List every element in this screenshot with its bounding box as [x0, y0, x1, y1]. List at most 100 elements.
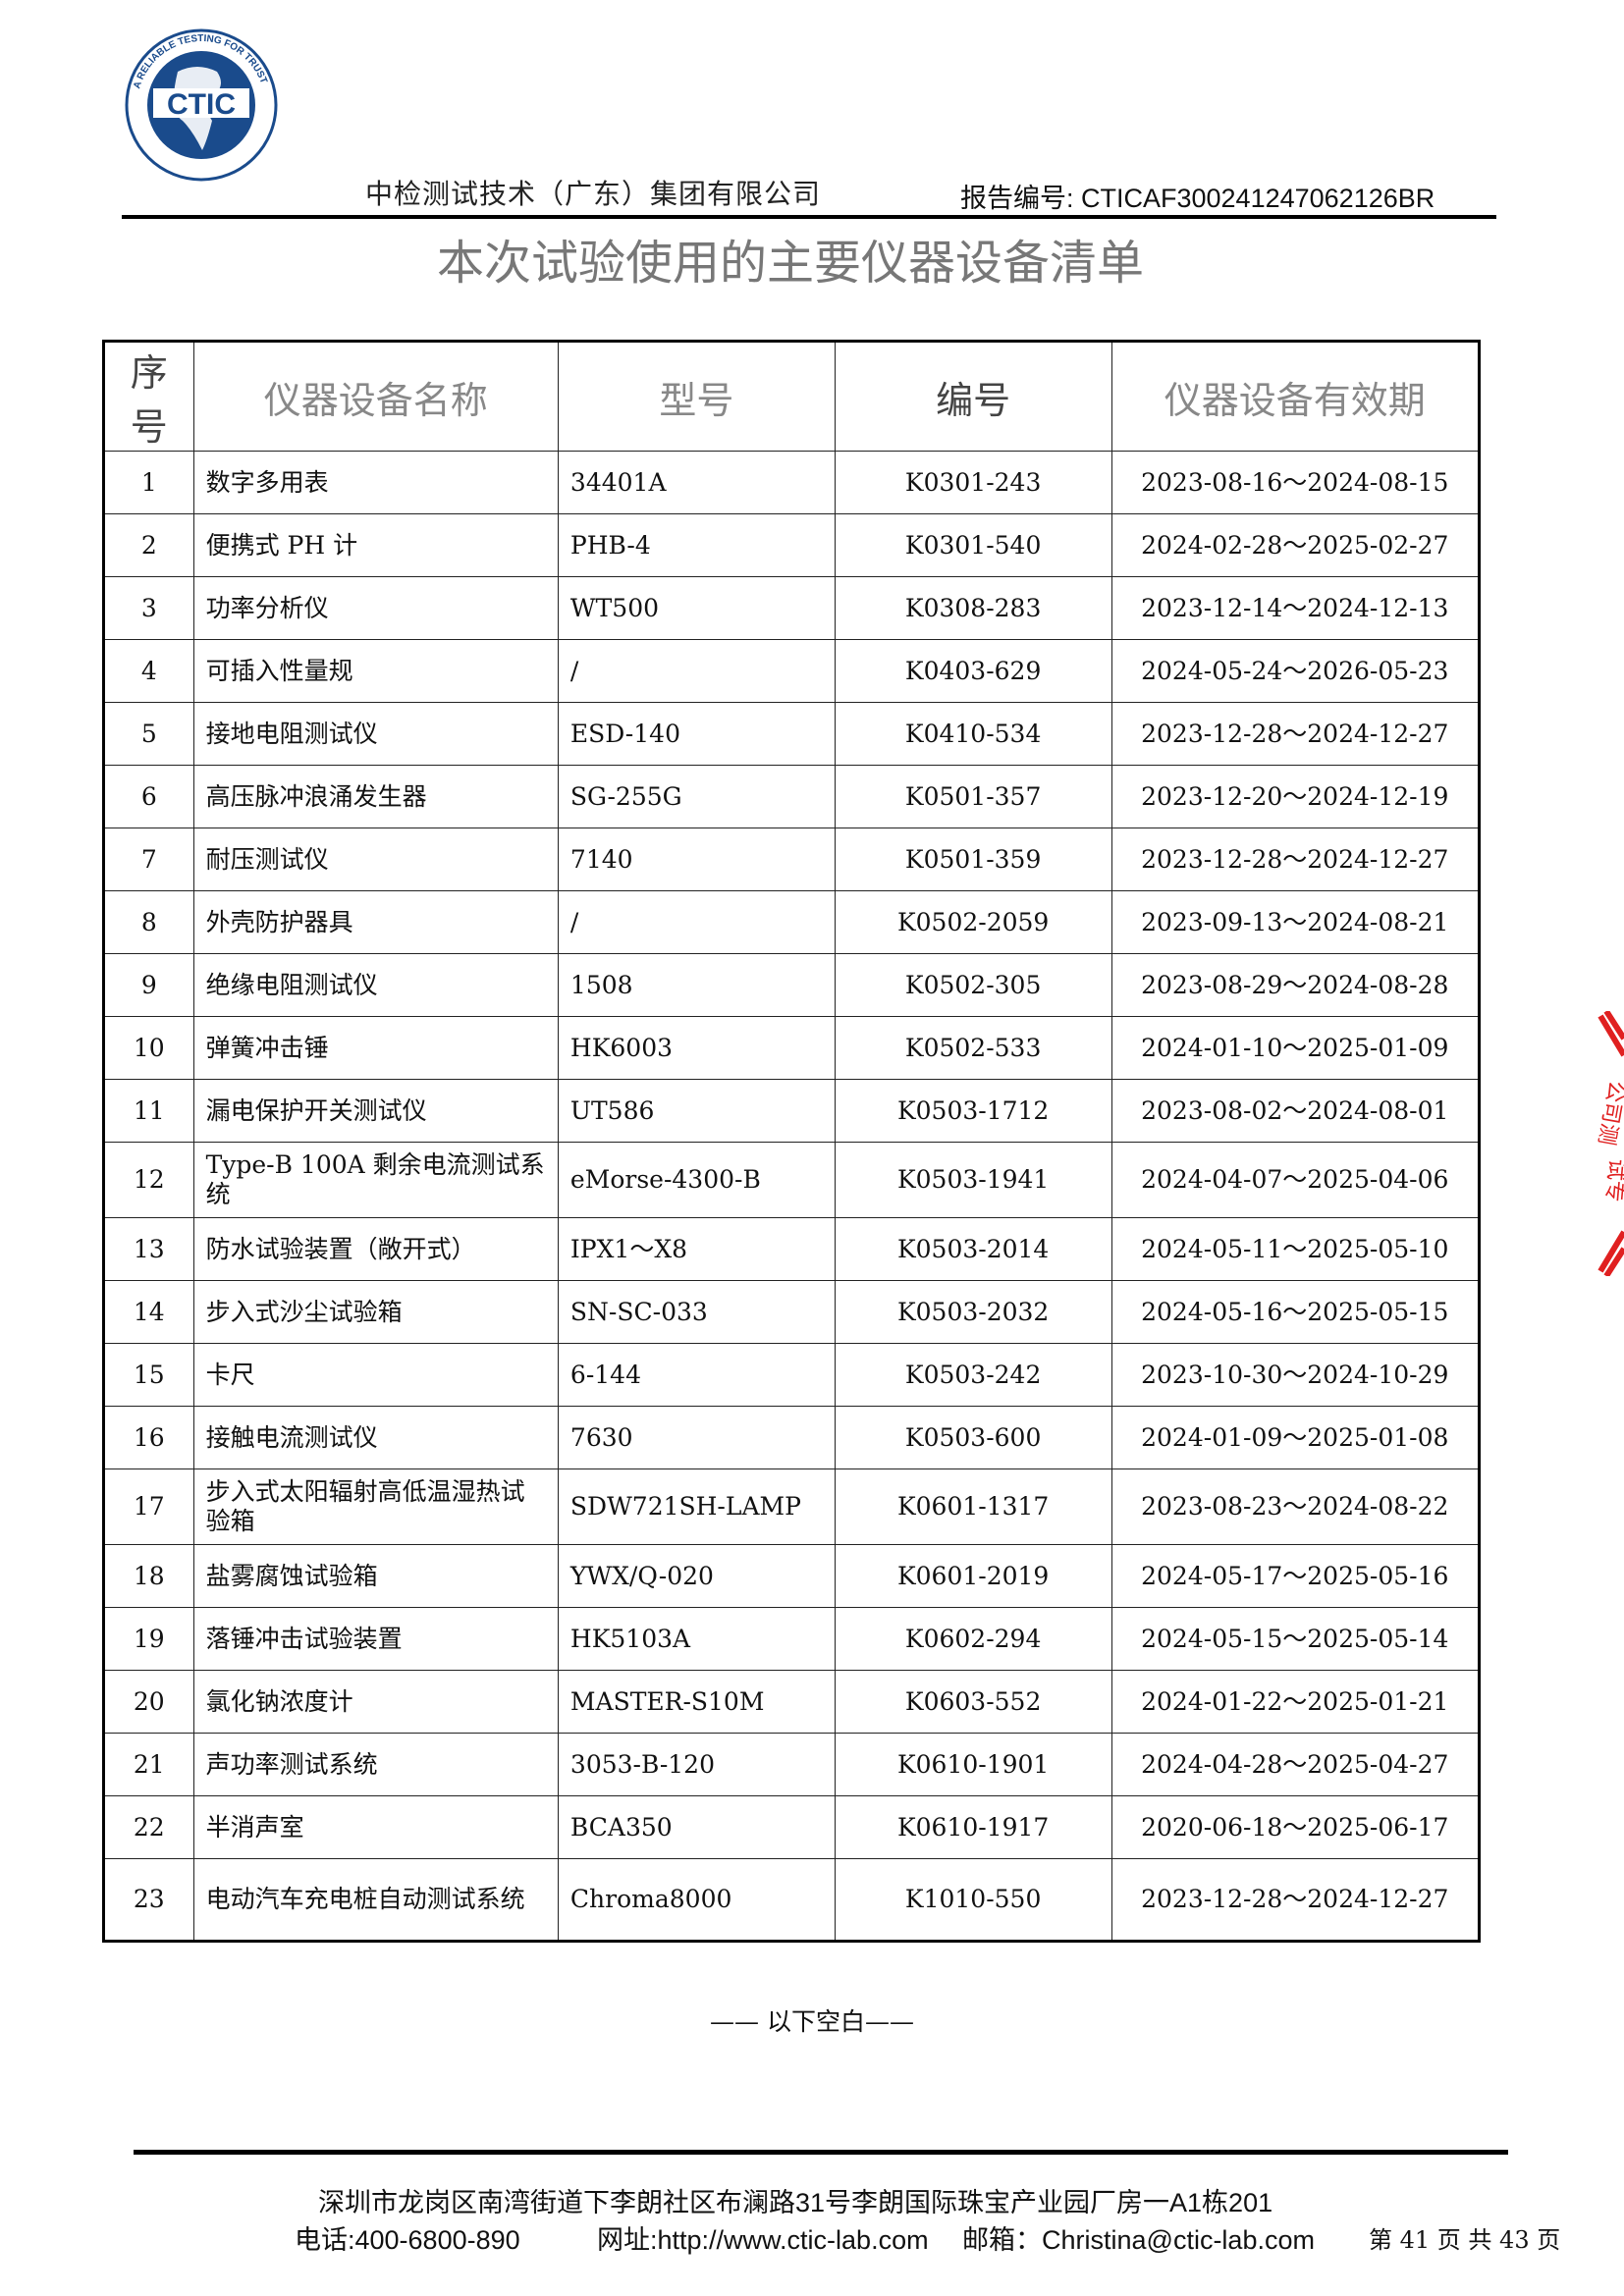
cell-name: 绝缘电阻测试仪	[192, 953, 559, 1017]
cell-name: 功率分析仪	[192, 576, 559, 640]
report-number: 报告编号: CTICAF300241247062126BR	[960, 184, 1435, 213]
cell-index: 10	[103, 1016, 194, 1080]
cell-validity: 2023-08-16～2024-08-15	[1110, 451, 1481, 514]
cell-index: 1	[103, 451, 194, 514]
cell-index: 13	[103, 1217, 194, 1281]
ctic-logo: CTIC A RELIABLE TESTING FOR TRUST	[124, 27, 279, 183]
svg-text:CTIC: CTIC	[167, 88, 236, 121]
cell-validity: 2024-05-15～2025-05-14	[1110, 1607, 1481, 1671]
cell-number: K0308-283	[834, 576, 1112, 640]
svg-text:公司测: 公司测	[1594, 1079, 1624, 1147]
cell-number: K0503-2032	[834, 1280, 1112, 1344]
cell-name: 接地电阻测试仪	[192, 702, 559, 766]
cell-model: 1508	[557, 953, 836, 1017]
cell-validity: 2024-02-28～2025-02-27	[1110, 513, 1481, 577]
cell-number: K0503-1941	[834, 1142, 1112, 1218]
cell-index: 12	[103, 1142, 194, 1218]
cell-model: WT500	[557, 576, 836, 640]
cell-number: K0603-552	[834, 1670, 1112, 1734]
equipment-table: 序号 仪器设备名称 型号 编号 仪器设备有效期 1 数字多用表 34401A K030…	[102, 340, 1481, 1943]
cell-name: 防水试验装置（敞开式）	[192, 1217, 559, 1281]
table-row: 23 电动汽车充电桩自动测试系统 Chroma8000 K1010-550 2023-1…	[103, 1858, 1481, 1942]
cell-name: 高压脉冲浪涌发生器	[192, 765, 559, 828]
page-title: 本次试验使用的主要仪器设备清单	[436, 238, 1144, 290]
cell-model: PHB-4	[557, 513, 836, 577]
cell-model: MASTER-S10M	[557, 1670, 836, 1734]
cell-index: 4	[103, 639, 194, 703]
cell-validity: 2024-01-22～2025-01-21	[1110, 1670, 1481, 1734]
col-header-validity: 仪器设备有效期	[1110, 341, 1481, 452]
cell-number: K0301-243	[834, 451, 1112, 514]
cell-name: 数字多用表	[192, 451, 559, 514]
col-header-number: 编号	[834, 341, 1112, 452]
cell-number: K0610-1901	[834, 1733, 1112, 1796]
cell-name: 耐压测试仪	[192, 828, 559, 891]
cell-model: Chroma8000	[557, 1858, 836, 1942]
cell-validity: 2024-05-24～2026-05-23	[1110, 639, 1481, 703]
footer-divider	[134, 2150, 1508, 2155]
cell-number: K0601-1317	[834, 1468, 1112, 1545]
cell-number: K0503-1712	[834, 1079, 1112, 1143]
cell-index: 21	[103, 1733, 194, 1796]
table-row: 21 声功率测试系统 3053-B-120 K0610-1901 2024-04-28～…	[103, 1733, 1481, 1796]
cell-validity: 2023-12-28～2024-12-27	[1110, 702, 1481, 766]
cell-index: 19	[103, 1607, 194, 1671]
cell-model: SDW721SH-LAMP	[557, 1468, 836, 1545]
cell-number: K0502-533	[834, 1016, 1112, 1080]
cell-index: 7	[103, 828, 194, 891]
table-row: 5 接地电阻测试仪 ESD-140 K0410-534 2023-12-28～2024-…	[103, 702, 1481, 766]
footer-website[interactable]: 网址:http://www.ctic-lab.com	[597, 2225, 929, 2255]
cell-name: 半消声室	[192, 1795, 559, 1859]
table-header-row: 序号 仪器设备名称 型号 编号 仪器设备有效期	[103, 341, 1481, 452]
cell-name: 接触电流测试仪	[192, 1406, 559, 1469]
cell-index: 11	[103, 1079, 194, 1143]
cell-name: 氯化钠浓度计	[192, 1670, 559, 1734]
table-row: 17 步入式太阳辐射高低温湿热试验箱 SDW721SH-LAMP K0601-1317…	[103, 1468, 1481, 1545]
cell-validity: 2020-06-18～2025-06-17	[1110, 1795, 1481, 1859]
cell-model: HK6003	[557, 1016, 836, 1080]
cell-model: IPX1～X8	[557, 1217, 836, 1281]
cell-validity: 2023-12-20～2024-12-19	[1110, 765, 1481, 828]
table-row: 15 卡尺 6-144 K0503-242 2023-10-30～2024-10-29	[103, 1343, 1481, 1407]
cell-index: 3	[103, 576, 194, 640]
table-row: 19 落锤冲击试验装置 HK5103A K0602-294 2024-05-15～202…	[103, 1607, 1481, 1671]
cell-index: 20	[103, 1670, 194, 1734]
cell-index: 9	[103, 953, 194, 1017]
cell-name: 落锤冲击试验装置	[192, 1607, 559, 1671]
cell-validity: 2024-05-17～2025-05-16	[1110, 1544, 1481, 1608]
table-row: 13 防水试验装置（敞开式） IPX1～X8 K0503-2014 2024-05-11…	[103, 1217, 1481, 1281]
cell-model: 7630	[557, 1406, 836, 1469]
cell-number: K0601-2019	[834, 1544, 1112, 1608]
table-row: 9 绝缘电阻测试仪 1508 K0502-305 2023-08-29～2024-08-…	[103, 953, 1481, 1017]
cell-number: K0503-2014	[834, 1217, 1112, 1281]
cell-name: Type-B 100A 剩余电流测试系统	[192, 1142, 559, 1218]
cell-number: K1010-550	[834, 1858, 1112, 1942]
cell-validity: 2023-09-13～2024-08-21	[1110, 890, 1481, 954]
cell-model: 6-144	[557, 1343, 836, 1407]
cell-name: 卡尺	[192, 1343, 559, 1407]
table-row: 16 接触电流测试仪 7630 K0503-600 2024-01-09～2025-01…	[103, 1406, 1481, 1469]
cell-validity: 2024-04-07～2025-04-06	[1110, 1142, 1481, 1218]
cell-model: /	[557, 639, 836, 703]
table-row: 22 半消声室 BCA350 K0610-1917 2020-06-18～2025-06…	[103, 1795, 1481, 1859]
cell-model: UT586	[557, 1079, 836, 1143]
table-row: 10 弹簧冲击锤 HK6003 K0502-533 2024-01-10～2025-01…	[103, 1016, 1481, 1080]
cell-index: 15	[103, 1343, 194, 1407]
cell-number: K0503-600	[834, 1406, 1112, 1469]
cell-validity: 2023-12-14～2024-12-13	[1110, 576, 1481, 640]
table-row: 14 步入式沙尘试验箱 SN-SC-033 K0503-2032 2024-05-16～…	[103, 1280, 1481, 1344]
cell-number: K0602-294	[834, 1607, 1112, 1671]
table-row: 4 可插入性量规 / K0403-629 2024-05-24～2026-05-23	[103, 639, 1481, 703]
cell-number: K0503-242	[834, 1343, 1112, 1407]
cell-name: 盐雾腐蚀试验箱	[192, 1544, 559, 1608]
page-number: 第 41 页 共 43 页	[1369, 2226, 1561, 2254]
cell-index: 6	[103, 765, 194, 828]
footer-email[interactable]: 邮箱：Christina@ctic-lab.com	[962, 2225, 1315, 2255]
table-row: 18 盐雾腐蚀试验箱 YWX/Q-020 K0601-2019 2024-05-17～2…	[103, 1544, 1481, 1608]
cell-name: 步入式太阳辐射高低温湿热试验箱	[192, 1468, 559, 1545]
cell-validity: 2023-10-30～2024-10-29	[1110, 1343, 1481, 1407]
table-row: 2 便携式 PH 计 PHB-4 K0301-540 2024-02-28～2025-0…	[103, 513, 1481, 577]
cell-model: ESD-140	[557, 702, 836, 766]
cell-model: 34401A	[557, 451, 836, 514]
cell-model: SG-255G	[557, 765, 836, 828]
